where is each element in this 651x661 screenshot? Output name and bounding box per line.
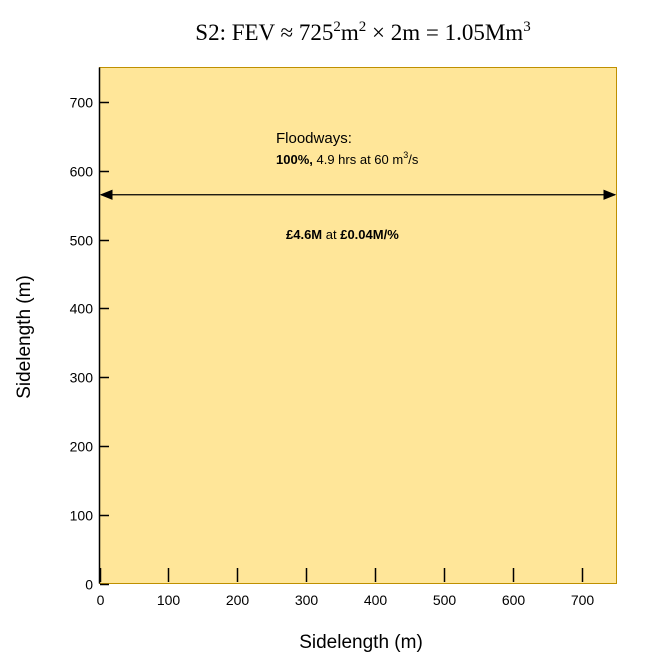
y-tick-label: 100 — [70, 508, 94, 524]
x-tick-label: 100 — [157, 592, 181, 608]
x-tick-label: 0 — [97, 592, 105, 608]
chart-title: S2: FEV ≈ 7252m2 × 2m = 1.05Mm3 — [195, 19, 530, 45]
y-tick-label: 600 — [70, 164, 94, 180]
y-tick-label: 0 — [85, 577, 93, 593]
floodways-heading: Floodways: — [276, 130, 352, 147]
x-axis-label: Sidelength (m) — [299, 632, 423, 653]
x-tick-label: 500 — [433, 592, 457, 608]
y-tick-label: 400 — [70, 301, 94, 317]
x-tick-label: 200 — [226, 592, 250, 608]
x-tick-label: 600 — [502, 592, 526, 608]
y-axis-label: Sidelength (m) — [14, 275, 35, 399]
floodway-region — [99, 67, 617, 584]
y-axis-ticks: 0 100 200 300 400 500 600 700 — [70, 95, 109, 593]
y-tick-label: 200 — [70, 439, 94, 455]
x-tick-label: 400 — [364, 592, 388, 608]
y-tick-label: 700 — [70, 95, 94, 111]
cost-annotation: £4.6M at £0.04M/% — [286, 227, 399, 242]
y-tick-label: 300 — [70, 370, 94, 386]
x-tick-label: 300 — [295, 592, 319, 608]
x-axis-ticks: 0 100 200 300 400 500 600 700 — [97, 568, 595, 608]
floodways-detail: 100%, 4.9 hrs at 60 m3/s — [276, 150, 419, 167]
y-tick-label: 500 — [70, 233, 94, 249]
x-tick-label: 700 — [571, 592, 595, 608]
